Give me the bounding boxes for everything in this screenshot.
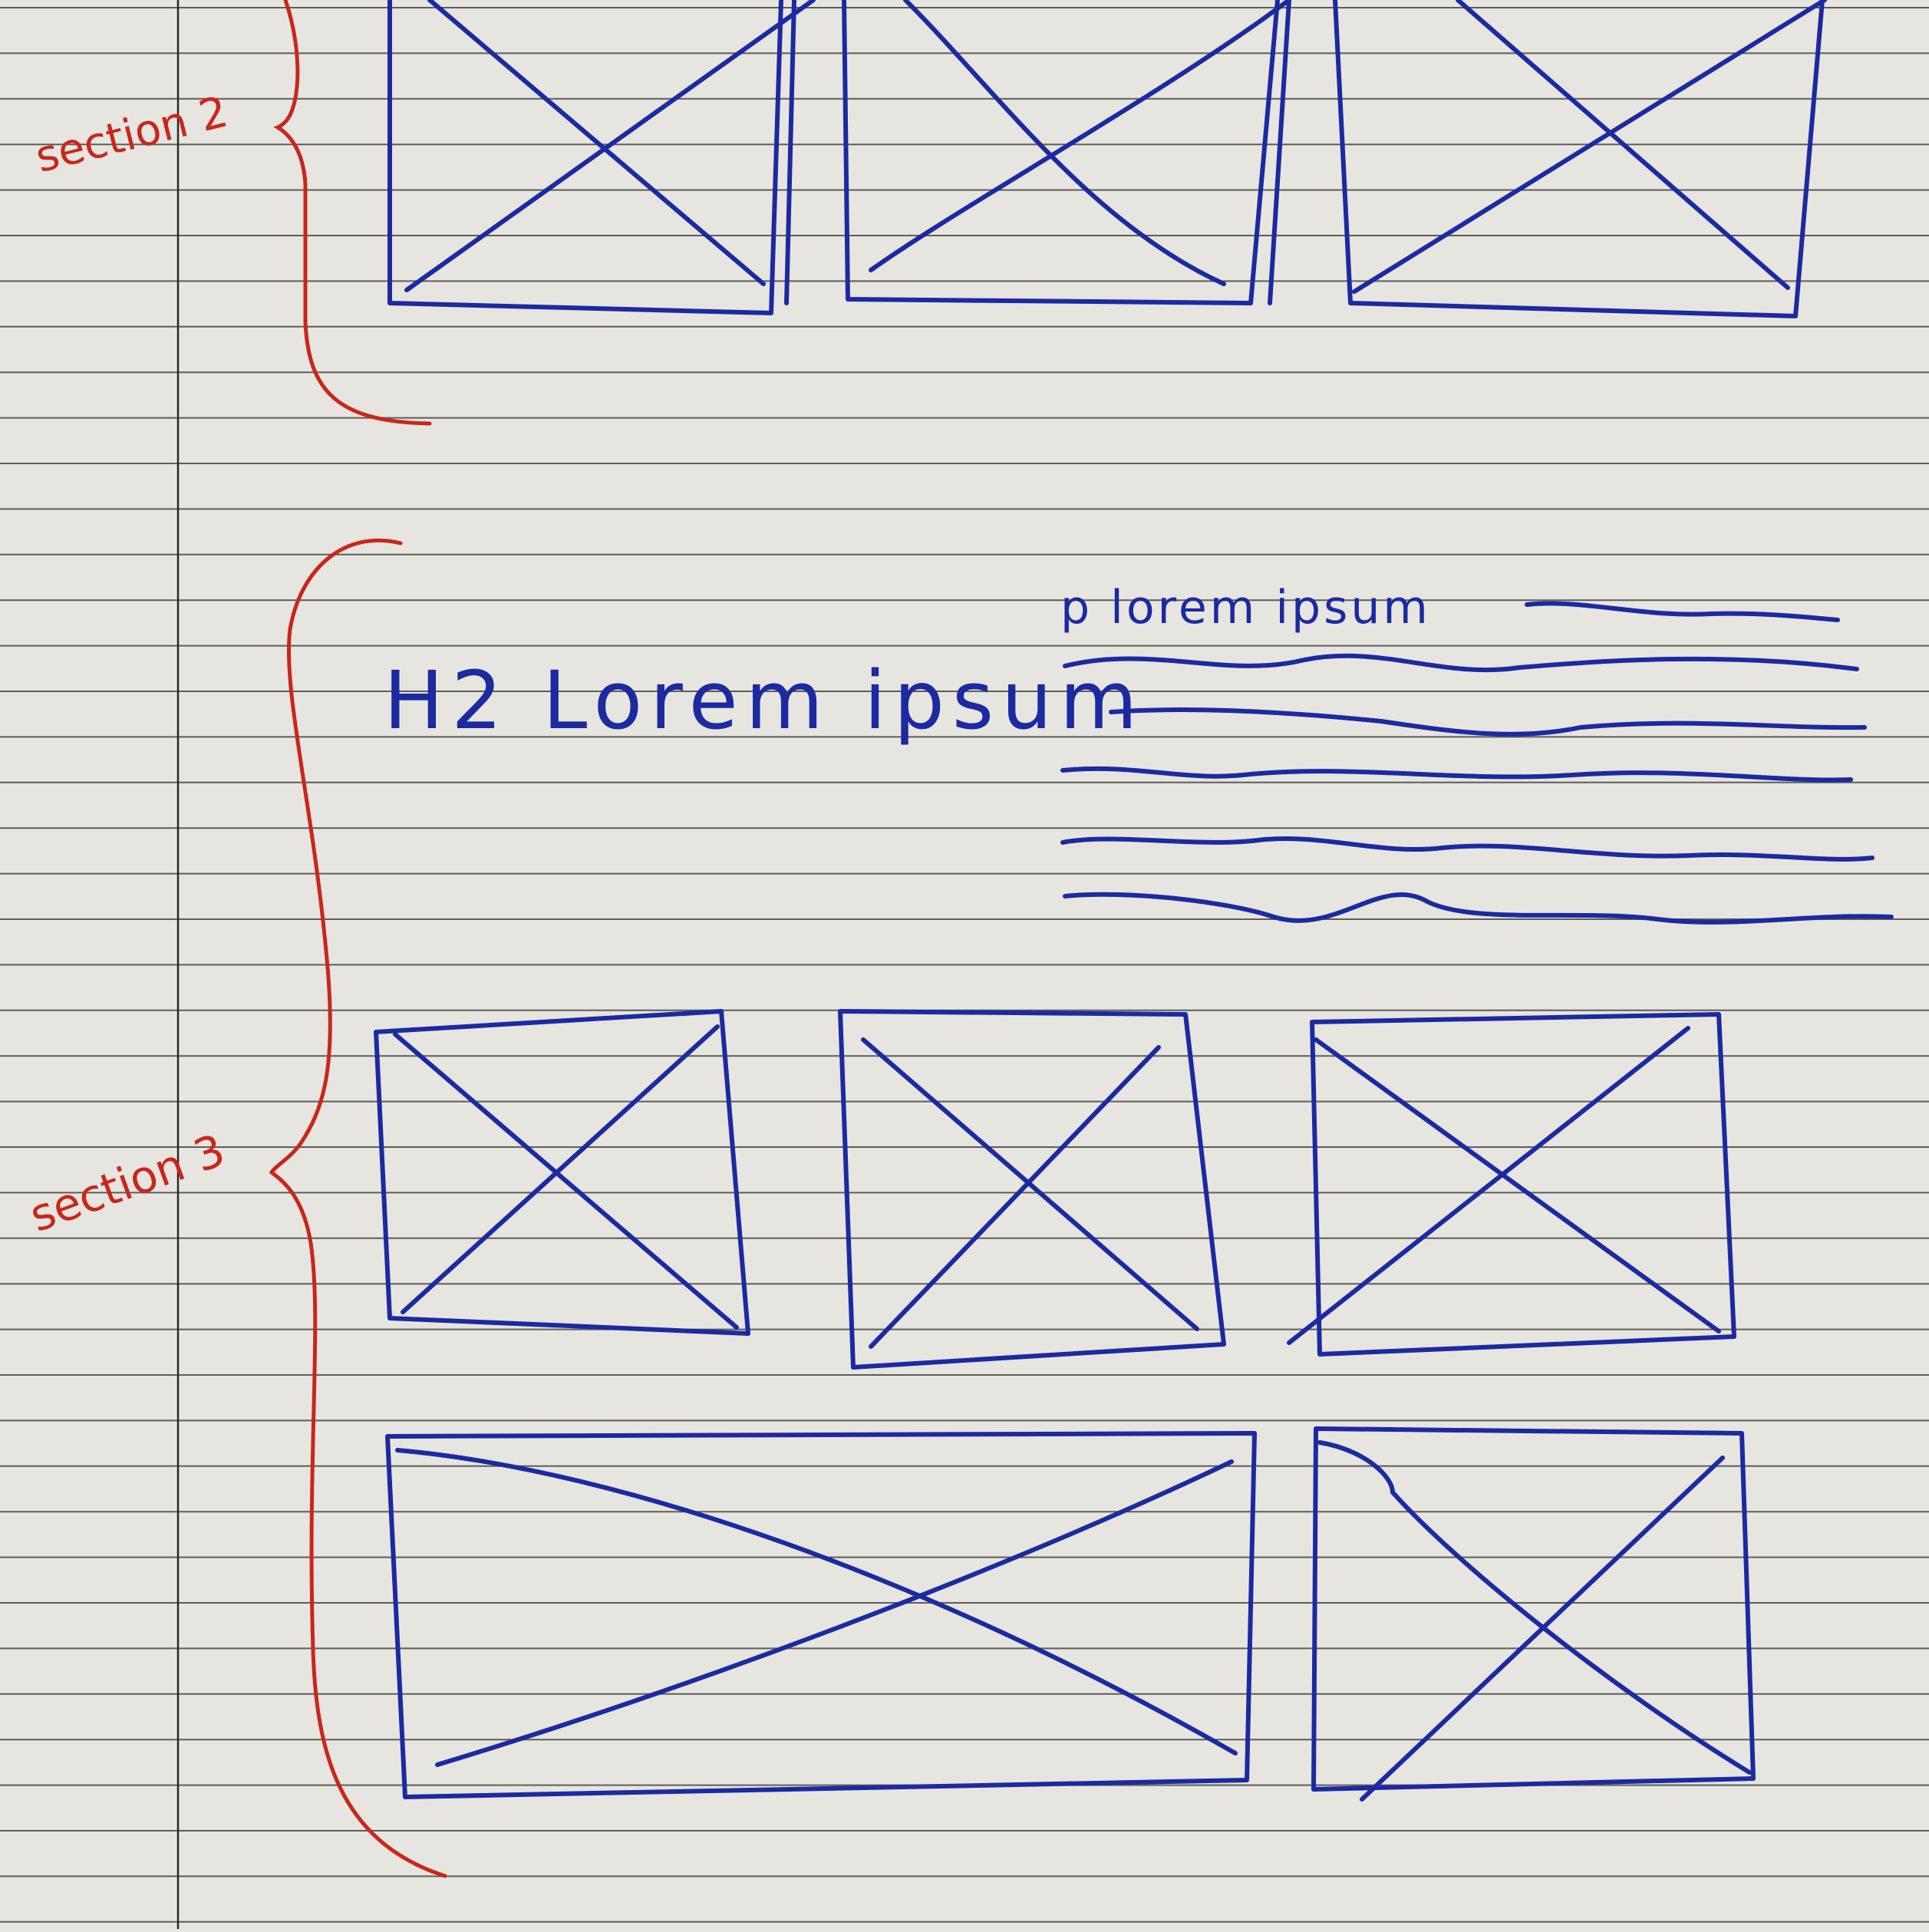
- section-2-image-placeholder-1: [387, 0, 816, 315]
- section-3-brace: [269, 538, 447, 1878]
- paragraph-label: p lorem ipsum: [1060, 581, 1431, 635]
- ruled-lines: [0, 7, 1929, 1923]
- section-3-image-placeholder-3: [1287, 1012, 1736, 1357]
- section-3-image-placeholder-5: [1311, 1426, 1756, 1802]
- paragraph-text-lines: [1060, 601, 1894, 925]
- section-3-image-placeholder-1: [374, 1009, 750, 1336]
- section-2-image-placeholder-2: [842, 0, 1291, 305]
- section-2-image-placeholder-3: [1333, 0, 1827, 318]
- section-3-image-placeholder-2: [838, 1009, 1226, 1370]
- heading-h2-placeholder: H2 Lorem ipsum: [384, 654, 1146, 747]
- section-2-brace: [273, 0, 432, 426]
- section-3-image-placeholder-4: [385, 1431, 1257, 1799]
